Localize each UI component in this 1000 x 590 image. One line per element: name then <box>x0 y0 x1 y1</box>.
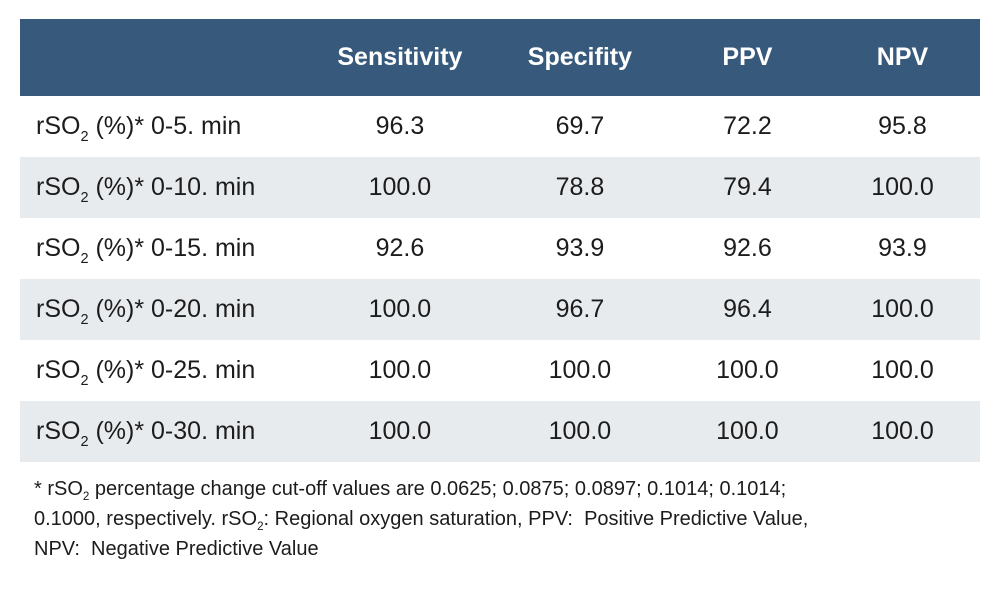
footnote: * rSO2 percentage change cut-off values … <box>34 474 980 564</box>
footnote-line: * rSO2 percentage change cut-off values … <box>34 478 787 504</box>
row-label: rSO2 (%)* 0-25. min <box>20 340 310 401</box>
subscript: 2 <box>80 128 89 145</box>
cell-value: 96.7 <box>489 279 670 340</box>
footnote-line: NPV: Negative Predictive Value <box>34 538 319 560</box>
row-label: rSO2 (%)* 0-30. min <box>20 401 310 462</box>
cell-value: 100.0 <box>309 401 490 462</box>
table-row: rSO2 (%)* 0-15. min 92.6 93.9 92.6 93.9 <box>20 218 980 279</box>
cell-value: 93.9 <box>489 218 670 279</box>
cell-value: 93.9 <box>824 218 980 279</box>
subscript: 2 <box>257 520 264 534</box>
cell-value: 95.8 <box>824 96 980 157</box>
cell-value: 100.0 <box>309 157 490 218</box>
cell-value: 100.0 <box>669 340 825 401</box>
header-row: Sensitivity Specifity PPV NPV <box>20 19 980 96</box>
cell-value: 96.4 <box>669 279 825 340</box>
subscript: 2 <box>80 311 89 328</box>
header-sensitivity: Sensitivity <box>309 19 490 96</box>
table-body: rSO2 (%)* 0-5. min 96.3 69.7 72.2 95.8 rSO2 (… <box>20 96 980 462</box>
cell-value: 100.0 <box>824 279 980 340</box>
table-row: rSO2 (%)* 0-20. min 100.0 96.7 96.4 100.0 <box>20 279 980 340</box>
cell-value: 100.0 <box>489 401 670 462</box>
results-table: Sensitivity Specifity PPV NPV rSO2 (%)* … <box>20 19 980 462</box>
cell-value: 100.0 <box>309 279 490 340</box>
cell-value: 96.3 <box>309 96 490 157</box>
subscript: 2 <box>80 433 89 450</box>
table-row: rSO2 (%)* 0-10. min 100.0 78.8 79.4 100.0 <box>20 157 980 218</box>
cell-value: 79.4 <box>669 157 825 218</box>
table-row: rSO2 (%)* 0-25. min 100.0 100.0 100.0 100.0 <box>20 340 980 401</box>
cell-value: 100.0 <box>824 340 980 401</box>
subscript: 2 <box>80 189 89 206</box>
header-ppv: PPV <box>669 19 825 96</box>
cell-value: 100.0 <box>824 401 980 462</box>
header-specifity: Specifity <box>489 19 670 96</box>
subscript: 2 <box>80 372 89 389</box>
row-label: rSO2 (%)* 0-20. min <box>20 279 310 340</box>
header-npv: NPV <box>824 19 980 96</box>
cell-value: 72.2 <box>669 96 825 157</box>
table-row: rSO2 (%)* 0-30. min 100.0 100.0 100.0 100.0 <box>20 401 980 462</box>
table-figure: Sensitivity Specifity PPV NPV rSO2 (%)* … <box>20 19 980 564</box>
cell-value: 100.0 <box>824 157 980 218</box>
row-label: rSO2 (%)* 0-10. min <box>20 157 310 218</box>
row-label: rSO2 (%)* 0-15. min <box>20 218 310 279</box>
cell-value: 100.0 <box>489 340 670 401</box>
cell-value: 78.8 <box>489 157 670 218</box>
cell-value: 100.0 <box>669 401 825 462</box>
subscript: 2 <box>82 490 90 504</box>
table-row: rSO2 (%)* 0-5. min 96.3 69.7 72.2 95.8 <box>20 96 980 157</box>
cell-value: 92.6 <box>309 218 490 279</box>
footnote-line: 0.1000, respectively. rSO2: Regional oxy… <box>34 508 809 534</box>
header-empty-cell <box>20 19 310 96</box>
cell-value: 69.7 <box>489 96 670 157</box>
cell-value: 100.0 <box>309 340 490 401</box>
cell-value: 92.6 <box>669 218 825 279</box>
subscript: 2 <box>80 250 89 267</box>
row-label: rSO2 (%)* 0-5. min <box>20 96 310 157</box>
